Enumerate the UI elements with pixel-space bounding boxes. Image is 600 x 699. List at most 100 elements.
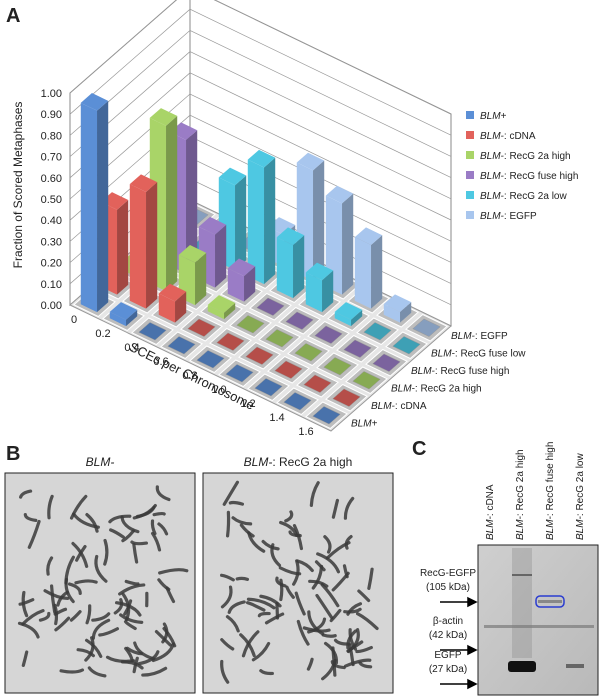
micrograph-frame	[4, 472, 196, 694]
chromosome	[38, 611, 51, 622]
bar-side	[342, 193, 354, 295]
chromosome	[231, 516, 253, 526]
lane-label: BLM-: RecG 2a low	[575, 453, 586, 540]
chromosome	[21, 650, 29, 668]
bar	[178, 245, 207, 306]
chromosome	[98, 627, 120, 637]
grid-line	[69, 93, 452, 221]
depth-tick-label: BLM-: RecG fuse low	[431, 348, 526, 359]
marker-name: β-actin	[433, 616, 463, 627]
grid-line	[69, 29, 452, 157]
legend-swatch	[466, 191, 474, 199]
bar-top	[227, 258, 256, 277]
band	[538, 600, 562, 603]
chromosome	[103, 538, 109, 566]
y-tick-label: 0.00	[41, 300, 62, 312]
bar	[392, 336, 421, 355]
bar	[225, 364, 254, 383]
chromosomes	[220, 480, 379, 684]
chromosome	[151, 642, 175, 663]
grid-line	[69, 0, 452, 115]
chromosome	[152, 511, 166, 517]
chromosome	[123, 620, 137, 631]
bar-front	[158, 293, 176, 323]
panel-label: A	[6, 5, 20, 27]
chromosome	[306, 657, 314, 671]
chromosome	[329, 608, 342, 623]
chromosome	[76, 648, 95, 658]
chromosome	[132, 543, 139, 564]
depth-tick-label: BLM-: RecG 2a high	[391, 383, 482, 394]
chromosome	[296, 559, 314, 573]
bar-top	[129, 174, 158, 192]
bar-top	[312, 406, 341, 425]
y-axis-title: Fraction of Scored Metaphases	[11, 102, 25, 269]
chromosome	[331, 498, 340, 519]
bar-front	[129, 184, 147, 309]
bar	[343, 339, 372, 358]
bar	[354, 227, 383, 309]
bar-top	[187, 318, 216, 337]
blot-bands	[484, 548, 594, 672]
bar	[352, 371, 381, 390]
bar-front	[227, 268, 245, 302]
chromosome	[343, 496, 355, 520]
band	[484, 625, 594, 628]
panel-label: C	[412, 438, 426, 460]
chromosome	[121, 592, 131, 622]
bar	[323, 357, 352, 376]
bar-top	[332, 388, 361, 407]
chromosome	[316, 552, 341, 574]
bar	[138, 322, 167, 341]
bar-top	[383, 294, 412, 312]
bar-front	[334, 311, 352, 327]
marker-size: (105 kDa)	[426, 582, 470, 593]
chromosome	[241, 630, 260, 658]
chromosome	[222, 480, 240, 506]
bar-top	[80, 93, 109, 111]
chromosome	[251, 641, 271, 662]
chromosome	[130, 540, 148, 546]
chromosome	[279, 520, 299, 537]
chromosome	[47, 494, 54, 520]
bar	[167, 336, 196, 355]
bar-top	[352, 371, 381, 390]
bar-top	[296, 152, 325, 171]
chromosome	[119, 613, 144, 624]
bar-top	[236, 315, 265, 334]
bar	[265, 329, 294, 348]
bar-top	[372, 353, 401, 372]
highlight	[535, 595, 565, 608]
bar	[305, 262, 334, 313]
chromosome	[54, 616, 71, 632]
bar-top	[285, 311, 314, 330]
band	[566, 664, 584, 668]
bar	[247, 149, 276, 285]
bar-front	[383, 304, 401, 323]
chromosome	[343, 607, 362, 614]
bar-top	[303, 374, 332, 393]
bar	[196, 350, 225, 369]
lane-label: BLM-: RecG 2a high	[515, 449, 526, 540]
legend-label: BLM-: RecG 2a low	[480, 191, 567, 202]
chromosome	[227, 600, 246, 614]
chromosome	[239, 523, 255, 538]
chromosome	[235, 576, 250, 581]
bar	[109, 302, 138, 327]
chromosome	[85, 638, 103, 658]
x-tick-label: 0.8	[182, 370, 197, 382]
bar-top	[274, 360, 303, 379]
y-tick-label: 0.90	[41, 109, 62, 121]
bar-side	[351, 309, 363, 327]
chromosome	[155, 485, 171, 502]
grid-line	[69, 8, 452, 136]
y-tick-label: 0.20	[41, 258, 62, 270]
chromosome	[247, 531, 266, 553]
chromosome	[157, 522, 169, 536]
chromosome	[85, 604, 92, 625]
chromosome	[94, 554, 108, 583]
chromosome	[108, 514, 132, 524]
bar	[383, 294, 412, 323]
bar	[285, 311, 314, 330]
x-tick-label: 0	[71, 314, 77, 326]
